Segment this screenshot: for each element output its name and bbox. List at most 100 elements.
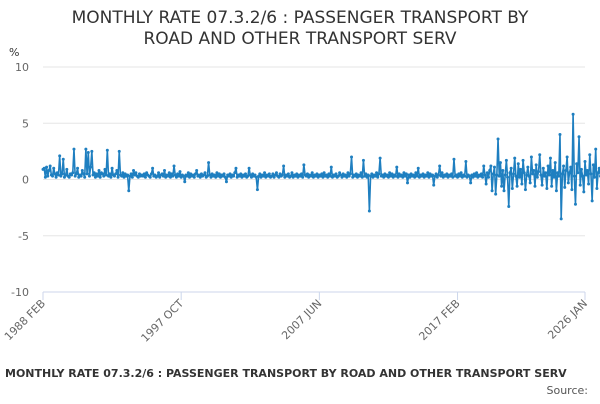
data-point bbox=[514, 175, 517, 178]
data-point bbox=[532, 169, 535, 172]
data-point bbox=[550, 185, 553, 188]
data-point bbox=[506, 176, 509, 179]
data-point bbox=[491, 189, 494, 192]
data-point bbox=[560, 217, 563, 220]
data-point bbox=[510, 167, 513, 170]
data-point bbox=[127, 189, 130, 192]
data-point bbox=[62, 158, 65, 161]
data-point bbox=[90, 150, 93, 153]
data-point bbox=[49, 165, 52, 168]
data-point bbox=[75, 172, 78, 175]
data-point bbox=[475, 171, 478, 174]
data-point bbox=[592, 163, 595, 166]
data-point bbox=[549, 157, 552, 160]
data-point bbox=[45, 166, 48, 169]
data-point bbox=[234, 167, 237, 170]
data-point bbox=[194, 172, 197, 175]
data-point bbox=[377, 172, 380, 175]
data-point bbox=[441, 171, 444, 174]
data-point bbox=[58, 154, 61, 157]
data-point bbox=[225, 180, 228, 183]
data-point bbox=[528, 175, 531, 178]
data-point bbox=[144, 176, 147, 179]
data-point bbox=[323, 171, 326, 174]
chart-title-line-1: MONTHLY RATE 07.3.2/6 : PASSENGER TRANSP… bbox=[72, 8, 529, 28]
data-point bbox=[47, 169, 50, 172]
data-point bbox=[61, 172, 64, 175]
data-point bbox=[586, 169, 589, 172]
data-point bbox=[406, 181, 409, 184]
chart-title-line-2: ROAD AND OTHER TRANSPORT SERV bbox=[143, 29, 456, 49]
data-point bbox=[55, 176, 58, 179]
data-point bbox=[68, 176, 71, 179]
data-point bbox=[224, 176, 227, 179]
data-point bbox=[498, 175, 501, 178]
data-point bbox=[524, 188, 527, 191]
data-point bbox=[80, 175, 83, 178]
data-point bbox=[349, 172, 352, 175]
data-point bbox=[482, 165, 485, 168]
data-point bbox=[578, 135, 581, 138]
data-point bbox=[485, 183, 488, 186]
data-point bbox=[529, 181, 532, 184]
data-point bbox=[551, 169, 554, 172]
data-point bbox=[501, 169, 504, 172]
data-point bbox=[115, 169, 118, 172]
data-point bbox=[233, 171, 236, 174]
data-point bbox=[573, 175, 576, 178]
data-point bbox=[488, 169, 491, 172]
data-point bbox=[489, 165, 492, 168]
data-point bbox=[163, 169, 166, 172]
data-point bbox=[301, 176, 304, 179]
data-point bbox=[535, 163, 538, 166]
data-point bbox=[595, 187, 598, 190]
data-point bbox=[149, 176, 152, 179]
data-point bbox=[523, 171, 526, 174]
data-point bbox=[52, 167, 55, 170]
data-point bbox=[556, 171, 559, 174]
data-point bbox=[84, 148, 87, 151]
data-point bbox=[178, 170, 181, 173]
data-point bbox=[588, 153, 591, 156]
data-point bbox=[204, 171, 207, 174]
data-point bbox=[580, 168, 583, 171]
data-point bbox=[83, 176, 86, 179]
data-point bbox=[248, 167, 251, 170]
y-tick-label: 10 bbox=[15, 61, 29, 74]
data-point bbox=[157, 171, 160, 174]
data-point bbox=[71, 171, 74, 174]
data-point bbox=[432, 184, 435, 187]
data-point bbox=[481, 176, 484, 179]
y-tick-label: -10 bbox=[11, 286, 29, 299]
data-point bbox=[89, 166, 92, 169]
data-point bbox=[492, 172, 495, 175]
x-tick-label: 1997 OCT bbox=[139, 297, 187, 345]
x-tick-label: 2017 FEB bbox=[416, 297, 462, 343]
data-point bbox=[195, 169, 198, 172]
y-tick-label: -5 bbox=[18, 230, 29, 243]
data-point bbox=[554, 161, 557, 164]
data-point bbox=[335, 172, 338, 175]
data-point bbox=[118, 150, 121, 153]
data-point bbox=[76, 167, 79, 170]
x-tick-label: 2026 JAN bbox=[545, 297, 590, 342]
data-point bbox=[379, 157, 382, 160]
data-point bbox=[543, 175, 546, 178]
data-point bbox=[256, 188, 259, 191]
data-point bbox=[275, 171, 278, 174]
y-tick-label: 0 bbox=[22, 174, 29, 187]
data-point bbox=[232, 175, 235, 178]
data-point bbox=[542, 167, 545, 170]
data-point bbox=[536, 176, 539, 179]
source-label: Source: bbox=[547, 384, 589, 397]
data-point bbox=[87, 151, 90, 154]
data-point bbox=[287, 172, 290, 175]
data-point bbox=[530, 156, 533, 159]
data-point bbox=[72, 148, 75, 151]
data-point bbox=[564, 169, 567, 172]
data-point bbox=[97, 169, 100, 172]
data-point bbox=[114, 172, 117, 175]
data-point bbox=[207, 161, 210, 164]
data-point bbox=[587, 183, 590, 186]
